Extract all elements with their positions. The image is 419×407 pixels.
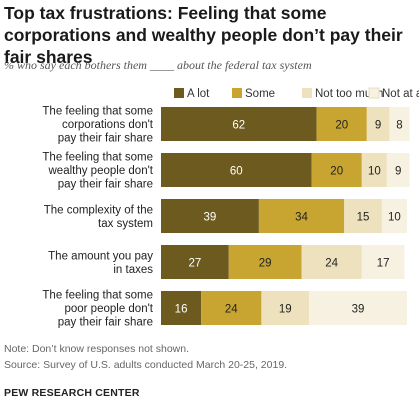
data-label: 39 (204, 212, 217, 224)
data-label: 15 (357, 212, 370, 224)
data-label: 17 (377, 258, 390, 270)
bar-segment (161, 107, 317, 141)
chart-note: Note: Don’t know responses not shown. (4, 343, 190, 355)
data-label: 9 (375, 120, 381, 132)
legend-swatch (302, 88, 312, 98)
chart-subtitle: % who say each bothers them ____ about t… (4, 58, 312, 72)
chart-title: Top tax frustrations: Feeling that some … (4, 3, 403, 67)
bar-segment (311, 153, 362, 187)
bar-segment (161, 153, 312, 187)
data-label: 24 (325, 258, 338, 270)
chart-source: Source: Survey of U.S. adults conducted … (4, 359, 288, 371)
data-label: 29 (259, 258, 272, 270)
data-label: 10 (388, 212, 401, 224)
bar-segment (161, 291, 202, 325)
data-label: 34 (295, 212, 308, 224)
bar-segment (361, 153, 387, 187)
legend-swatch (174, 88, 184, 98)
data-label: 27 (188, 258, 201, 270)
bar-segment (301, 245, 362, 279)
bar-segment (161, 199, 259, 233)
bar-segment (389, 107, 410, 141)
category-label: The complexity of the tax system (44, 204, 153, 230)
bar-segment (381, 199, 407, 233)
legend-label: Not too much (315, 88, 383, 100)
data-label: 39 (352, 304, 365, 316)
bar-segment (386, 153, 410, 187)
bar-segment (261, 291, 310, 325)
data-label: 10 (368, 166, 381, 178)
category-label: The feeling that some wealthy people don'… (42, 152, 153, 191)
data-label: 19 (279, 304, 292, 316)
legend-swatch (368, 87, 380, 99)
bar-segment (361, 245, 405, 279)
legend-swatch (232, 88, 242, 98)
brand-logo-text: PEW RESEARCH CENTER (4, 387, 140, 399)
data-label: 20 (330, 166, 343, 178)
legend-label: A lot (187, 88, 210, 100)
bar-segment (228, 245, 302, 279)
bar-segment (201, 291, 262, 325)
data-label: 24 (225, 304, 238, 316)
bar-segment (316, 107, 367, 141)
data-label: 16 (175, 304, 188, 316)
bar-segment (309, 291, 407, 325)
category-label: The amount you pay in taxes (48, 250, 153, 276)
bar-segment (258, 199, 345, 233)
legend-label: Some (245, 88, 275, 100)
category-label: The feeling that some corporations don't p… (42, 106, 153, 145)
data-label: 8 (396, 120, 402, 132)
bar-segment (366, 107, 390, 141)
data-label: 60 (230, 166, 243, 178)
bar-segment (161, 245, 229, 279)
data-label: 62 (232, 120, 245, 132)
legend-label: Not at all (382, 88, 419, 100)
category-label: The feeling that some poor people don't pa… (42, 290, 153, 329)
bar-segment (344, 199, 382, 233)
data-label: 20 (335, 120, 348, 132)
data-label: 9 (395, 166, 401, 178)
